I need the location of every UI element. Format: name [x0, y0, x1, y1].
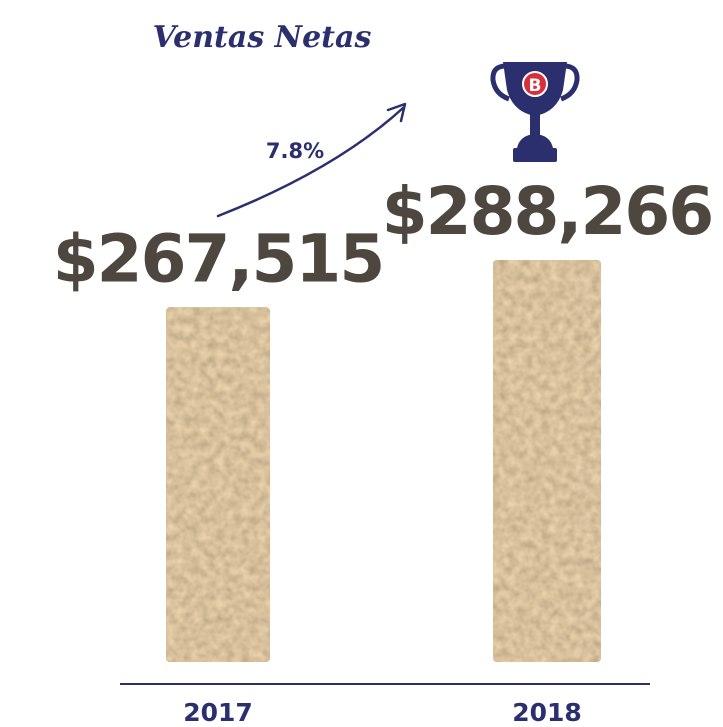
trophy-badge — [522, 71, 548, 97]
growth-arrow-icon — [216, 102, 407, 218]
bar-texture-2017 — [166, 307, 270, 662]
trophy-badge-letter: B — [529, 76, 542, 96]
bar-texture-2018 — [493, 260, 601, 662]
value-label-2018: $288,266 — [382, 173, 713, 250]
year-label-2018: 2018 — [512, 698, 582, 727]
value-label-2017: $267,515 — [53, 220, 384, 297]
chart-title: Ventas Netas — [153, 20, 372, 55]
year-label-2017: 2017 — [183, 698, 253, 727]
growth-percentage: 7.8% — [266, 139, 324, 163]
trophy-icon: B — [490, 62, 580, 162]
